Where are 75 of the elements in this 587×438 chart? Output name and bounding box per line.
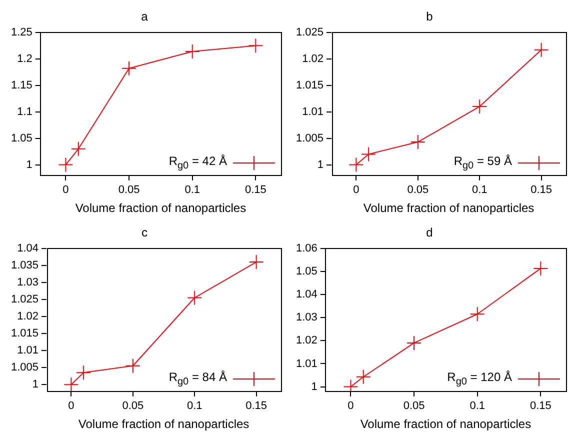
point [356, 369, 371, 384]
point [64, 377, 79, 392]
x-tick-label: 0.15 [246, 400, 268, 412]
x-tick-label: 0 [62, 184, 69, 196]
y-tick-label: 1.035 [10, 259, 39, 272]
point [534, 42, 549, 58]
point [184, 44, 200, 59]
point [348, 157, 364, 172]
x-tick-label: 0.1 [470, 400, 486, 412]
legend-label: R$_{g0}$ = 84 Å [168, 370, 227, 388]
legend-label: R$_{g0}$ = 59 Å [454, 154, 512, 172]
x-tick-label: 0.15 [244, 184, 266, 196]
x-tick-label: 0.15 [530, 400, 552, 412]
y-tick-label: 1.01 [302, 106, 324, 118]
x-axis-title: Volume fraction of nanoparticles [75, 201, 246, 216]
point [406, 335, 422, 350]
point [472, 99, 488, 114]
y-tick-label: 1 [26, 158, 32, 171]
chart-title: c [142, 226, 148, 240]
y-tick-label: 1.01 [296, 358, 318, 370]
y-tick-label: 1.03 [17, 276, 39, 288]
y-tick-label: 1.015 [296, 79, 324, 92]
y-tick-label: 1.005 [296, 132, 324, 144]
legend-label: R$_{g0}$ = 120 Å [447, 370, 512, 388]
x-axis-title: Volume fraction of nanoparticles [363, 201, 534, 216]
point [125, 358, 140, 374]
y-tick-label: 1.025 [296, 26, 324, 38]
x-tick-label: 0.1 [186, 400, 202, 412]
point [187, 290, 202, 306]
point [58, 157, 74, 172]
y-tick-label: 1.01 [17, 344, 39, 357]
y-tick-label: 1 [311, 380, 318, 393]
y-tick-label: 1.15 [10, 79, 32, 92]
point [533, 260, 548, 276]
y-tick-label: 1.04 [296, 288, 318, 301]
y-tick-label: 1.03 [296, 312, 318, 324]
chart-title: d [426, 226, 433, 240]
y-tick-label: 1.1 [17, 106, 32, 118]
x-tick-label: 0.05 [407, 184, 429, 196]
x-tick-label: 0 [353, 184, 360, 196]
y-tick-label: 1.2 [17, 52, 32, 65]
x-tick-label: 0 [348, 400, 354, 412]
x-axis-title: Volume fraction of nanoparticles [78, 417, 250, 432]
y-tick-label: 1.02 [17, 310, 39, 323]
y-tick-label: 1 [32, 378, 39, 391]
point [470, 306, 485, 322]
point [70, 141, 86, 156]
point [410, 134, 426, 150]
x-tick-label: 0.1 [472, 184, 488, 196]
y-tick-label: 1.06 [296, 242, 318, 254]
chart-title: a [141, 10, 148, 24]
y-tick-label: 1.025 [10, 294, 39, 306]
y-tick-label: 1.05 [296, 265, 318, 278]
y-tick-label: 1.005 [10, 362, 39, 374]
y-tick-label: 1.05 [10, 132, 32, 144]
y-tick-label: 1.015 [10, 328, 39, 340]
x-tick-label: 0.05 [403, 400, 425, 412]
point [122, 60, 137, 76]
point [248, 38, 264, 54]
x-axis-title: Volume fraction of nanoparticles [360, 417, 532, 432]
x-tick-label: 0.05 [118, 184, 140, 196]
x-tick-label: 0 [68, 400, 74, 412]
y-tick-label: 1.02 [302, 52, 324, 65]
x-tick-label: 0.05 [122, 400, 144, 412]
y-tick-label: 1 [317, 158, 324, 171]
legend-label: R$_{g0}$ = 42 Å [168, 154, 227, 172]
y-tick-label: 1.25 [10, 26, 32, 38]
chart-title: b [426, 10, 434, 24]
y-tick-label: 1.04 [17, 242, 39, 254]
point [361, 146, 376, 162]
point [76, 365, 92, 380]
x-tick-label: 0.15 [530, 184, 552, 196]
point [248, 254, 264, 270]
x-tick-label: 0.1 [184, 184, 200, 196]
y-tick-label: 1.02 [296, 334, 318, 347]
